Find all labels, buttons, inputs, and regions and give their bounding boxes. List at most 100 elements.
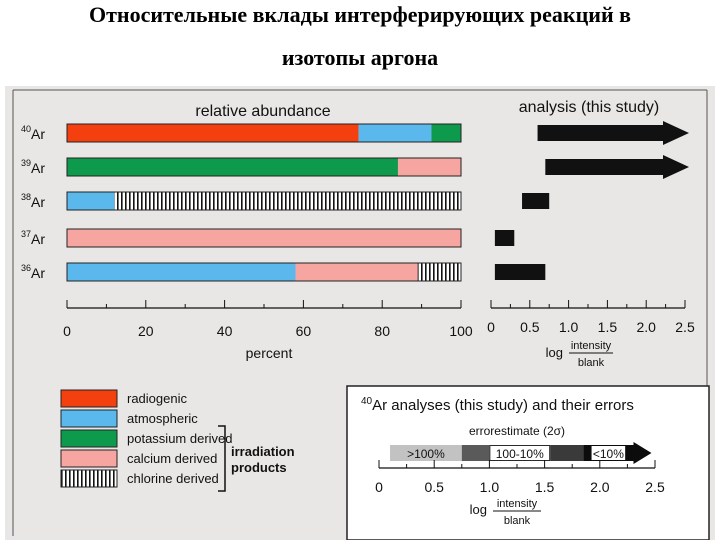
error-log-axis: 0 0.5 1.0 1.5 2.0 2.5: [375, 460, 665, 495]
figure-panel: relative abundance analysis (this study)…: [5, 86, 715, 540]
axis-label-log: log: [546, 345, 563, 360]
percent-tick-label: 60: [296, 323, 312, 339]
percent-tick-label: 20: [138, 323, 154, 339]
error-axis-label-log: log: [470, 502, 487, 517]
error-segment: [550, 445, 584, 461]
bar-segment-calcium: [397, 158, 461, 176]
isotope-label: 37Ar: [21, 229, 45, 247]
analysis-bar-arrow: [545, 155, 689, 179]
analysis-bar-arrow: [537, 121, 689, 145]
slide-title-line-2: изотопы аргона: [281, 45, 439, 70]
error-axis-tick-label: 0.5: [424, 479, 444, 495]
isotope-label-symbol: Ar: [31, 231, 45, 247]
legend-swatch-atmospheric: [60, 409, 118, 428]
chart-svg: relative abundance analysis (this study)…: [12, 89, 710, 540]
axis-label-blank: blank: [578, 357, 605, 369]
error-label-box: [591, 446, 626, 460]
isotope-label-symbol: Ar: [31, 126, 45, 142]
isotope-label: 36Ar: [21, 263, 45, 281]
error-segment-label: >100%: [407, 447, 445, 461]
error-segment-label: 100-10%: [496, 447, 544, 461]
legend-label: atmospheric: [127, 411, 198, 426]
error-axis-tick-label: 1.5: [535, 479, 555, 495]
percent-tick-label: 80: [374, 323, 390, 339]
bar-segment-atmospheric: [67, 192, 115, 210]
bar-outline: [66, 228, 462, 248]
legend-group-label-line-2: products: [231, 460, 287, 475]
error-axis-label: log intensity blank: [470, 498, 541, 527]
analysis-bar: [522, 193, 550, 209]
isotope-label-mass: 39: [21, 158, 31, 168]
bar-segment-potassium: [431, 124, 461, 142]
abundance-title: relative abundance: [195, 103, 330, 120]
error-axis-label-intensity: intensity: [497, 498, 538, 510]
legend-swatch-calcium: [60, 449, 118, 468]
isotope-label-symbol: Ar: [31, 194, 45, 210]
percent-tick-label: 0: [63, 323, 71, 339]
percent-axis: 0 20 40 60 80 100: [63, 300, 473, 339]
error-title-superscript: 40: [361, 396, 373, 407]
legend-label: calcium derived: [127, 451, 217, 466]
error-subtitle: errorestimate (2σ): [469, 424, 565, 438]
analysis-axis-tick-label: 2.0: [636, 319, 656, 335]
legend-swatch-chlorine: [60, 469, 118, 488]
bar-outline: [66, 157, 462, 177]
analysis-axis-tick-label: 1.5: [598, 319, 618, 335]
bar-segment-chlorine: [417, 263, 461, 281]
analysis-axis-tick-label: 0: [487, 319, 495, 335]
legend-label: potassium derived: [127, 431, 233, 446]
legend-label: radiogenic: [127, 391, 187, 406]
bar-segment-chlorine: [114, 192, 461, 210]
isotope-label: 40Ar: [21, 124, 45, 142]
error-panel-box: [346, 385, 710, 540]
isotope-label-mass: 40: [21, 124, 31, 134]
legend: radiogenic atmospheric potassium derived ca…: [60, 389, 233, 488]
bar-segment-potassium: [67, 158, 398, 176]
bar-segment-calcium: [67, 229, 461, 247]
analysis-bars: [494, 121, 689, 280]
error-label-box: [490, 446, 550, 460]
error-axis-tick-label: 2.5: [645, 479, 665, 495]
analysis-axis-label: log intensity blank: [546, 340, 613, 369]
isotope-label-mass: 36: [21, 263, 31, 273]
percent-tick-label: 40: [217, 323, 233, 339]
legend-label: chlorine derived: [127, 471, 219, 486]
error-axis-tick-label: 0: [375, 479, 383, 495]
error-estimate-bar: >100% 100-10% <10%: [390, 442, 652, 464]
bar-segment-calcium: [295, 263, 418, 281]
legend-group-label-line-1: irradiation: [231, 444, 295, 459]
abundance-bars: [66, 123, 462, 282]
error-title-text: Ar analyses (this study) and their error…: [372, 397, 634, 414]
analysis-axis-tick-label: 1.0: [559, 319, 579, 335]
error-axis-label-blank: blank: [504, 515, 531, 527]
bar-segment-radiogenic: [67, 124, 359, 142]
bar-outline: [66, 191, 462, 211]
legend-swatch-potassium: [60, 429, 118, 448]
error-segment: [461, 445, 490, 461]
analysis-axis-tick-label: 2.5: [675, 319, 695, 335]
isotope-label: 39Ar: [21, 158, 45, 176]
isotope-label: 38Ar: [21, 192, 45, 210]
error-segment: [390, 445, 462, 461]
axis-label-intensity: intensity: [571, 340, 612, 352]
bar-segment-atmospheric: [67, 263, 296, 281]
analysis-title: analysis (this study): [519, 99, 660, 116]
analysis-bar: [494, 230, 515, 246]
error-panel-title: 40Ar analyses (this study) and their err…: [361, 396, 634, 414]
error-axis-tick-label: 1.0: [480, 479, 500, 495]
percent-axis-label: percent: [246, 345, 293, 361]
analysis-bar: [494, 264, 546, 280]
isotope-label-symbol: Ar: [31, 160, 45, 176]
error-segment-label: <10%: [593, 447, 624, 461]
analysis-log-axis: 0 0.5 1.0 1.5 2.0 2.5: [487, 300, 695, 335]
isotope-label-mass: 38: [21, 192, 31, 202]
bar-outline: [66, 262, 462, 282]
bar-outline: [66, 123, 462, 143]
error-axis-tick-label: 2.0: [590, 479, 610, 495]
bar-segment-atmospheric: [358, 124, 432, 142]
analysis-axis-tick-label: 0.5: [520, 319, 540, 335]
irradiation-bracket: [218, 425, 226, 492]
legend-swatch-radiogenic: [60, 389, 118, 408]
isotope-label-mass: 37: [21, 229, 31, 239]
